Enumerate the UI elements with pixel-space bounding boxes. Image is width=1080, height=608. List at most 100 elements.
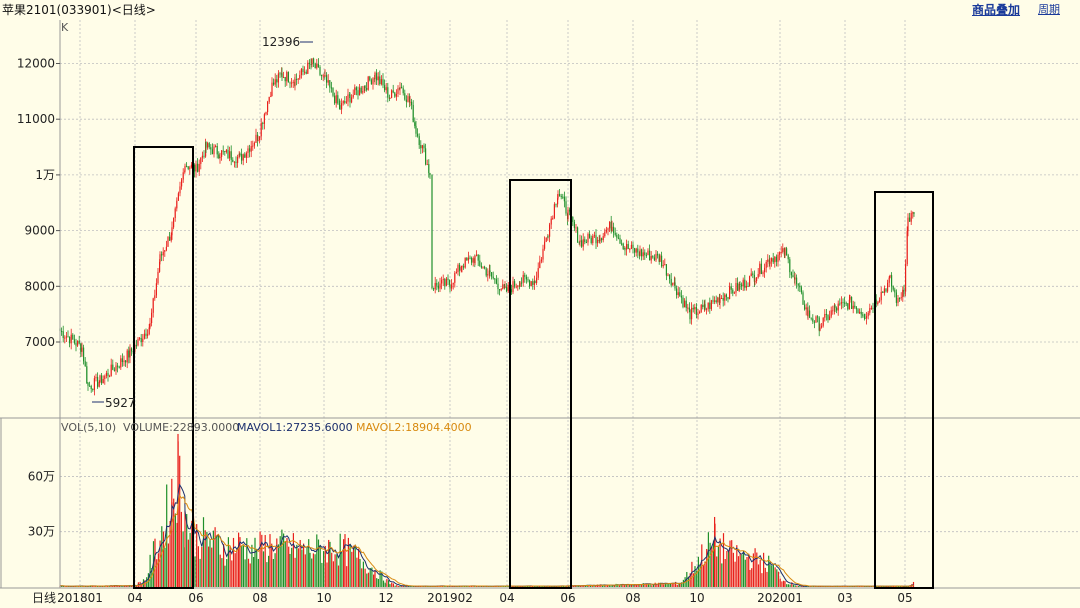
candle-body bbox=[557, 193, 559, 199]
volume-bar bbox=[681, 582, 683, 587]
volume-bar bbox=[627, 584, 629, 587]
candle-body bbox=[727, 297, 729, 300]
volume-bar bbox=[576, 586, 578, 587]
volume-bar bbox=[288, 546, 290, 587]
volume-bar bbox=[206, 531, 208, 587]
candle-body bbox=[99, 375, 101, 383]
candle-body bbox=[208, 143, 210, 148]
candle-body bbox=[810, 317, 812, 319]
candle-body bbox=[472, 258, 474, 263]
volume-bar bbox=[761, 573, 763, 587]
volume-bar bbox=[452, 586, 454, 587]
volume-bar bbox=[736, 545, 738, 587]
volume-bar bbox=[486, 586, 488, 587]
volume-bar bbox=[744, 559, 746, 587]
volume-bar bbox=[223, 544, 225, 587]
candle-body bbox=[374, 72, 376, 79]
candle-body bbox=[385, 87, 387, 91]
volume-bar bbox=[164, 547, 166, 587]
candle-body bbox=[507, 285, 509, 292]
candle-body bbox=[421, 145, 423, 149]
candle-body bbox=[113, 369, 115, 371]
candle-body bbox=[305, 71, 307, 74]
candle-body bbox=[482, 266, 484, 268]
candle-body bbox=[866, 316, 868, 319]
volume-bar bbox=[776, 569, 778, 587]
axes: 12000 11000 1万 9000 8000 7000 60万 30万 201801 04 06… bbox=[0, 20, 1080, 605]
candle-body bbox=[380, 79, 382, 85]
time-tick-label: 05 bbox=[897, 591, 912, 605]
candle-body bbox=[151, 312, 153, 324]
volume-bar bbox=[212, 530, 214, 587]
candle-body bbox=[732, 289, 734, 294]
volume-bar bbox=[624, 585, 626, 587]
candle-body bbox=[742, 279, 744, 287]
volume-bar bbox=[96, 586, 98, 587]
candle-body bbox=[630, 244, 632, 249]
candle-body bbox=[459, 264, 461, 271]
volume-bar bbox=[308, 539, 310, 587]
candle-body bbox=[335, 95, 337, 104]
time-tick-label: 06 bbox=[560, 591, 575, 605]
candle-body bbox=[420, 144, 422, 149]
candle-body bbox=[833, 305, 835, 311]
candle-body bbox=[506, 286, 508, 292]
volume-bar bbox=[274, 553, 276, 587]
volume-bar bbox=[284, 541, 286, 587]
volume-bar bbox=[103, 586, 105, 587]
volume-bar bbox=[721, 563, 723, 587]
candle-body bbox=[341, 103, 343, 110]
candle-body bbox=[632, 244, 634, 249]
volume-bar bbox=[746, 556, 748, 587]
candle-body bbox=[869, 308, 871, 313]
candle-body bbox=[804, 304, 806, 310]
candle-body bbox=[830, 310, 832, 317]
volume-bar bbox=[236, 548, 238, 587]
candle-body bbox=[560, 196, 562, 198]
volume-bar bbox=[664, 583, 666, 587]
volume-bar bbox=[784, 581, 786, 587]
candle-body bbox=[619, 238, 621, 244]
volume-bar bbox=[214, 527, 216, 587]
volume-bar bbox=[428, 586, 430, 587]
volume-bar bbox=[268, 555, 270, 587]
candle-body bbox=[724, 294, 726, 301]
candle-body bbox=[164, 250, 166, 252]
candle-body bbox=[730, 286, 732, 290]
candle-body bbox=[173, 217, 175, 228]
candle-body bbox=[349, 94, 351, 103]
time-tick-label: 10 bbox=[316, 591, 331, 605]
overlay-button[interactable]: 商品叠加 bbox=[972, 3, 1021, 17]
candle-body bbox=[702, 305, 704, 308]
candle-body bbox=[284, 77, 286, 82]
volume-bar bbox=[734, 561, 736, 587]
candle-body bbox=[864, 317, 866, 319]
period-button[interactable]: 周期 bbox=[1038, 3, 1060, 16]
candle-body bbox=[283, 77, 285, 79]
candle-body bbox=[123, 360, 125, 363]
candle-body bbox=[760, 263, 762, 274]
candle-body bbox=[140, 337, 142, 343]
candle-body bbox=[221, 150, 223, 157]
volume-bar bbox=[296, 544, 298, 587]
candle-body bbox=[762, 272, 764, 274]
candle-body bbox=[725, 294, 727, 298]
candle-body bbox=[460, 267, 462, 271]
candle-body bbox=[885, 288, 887, 292]
volume-bar bbox=[180, 511, 182, 587]
candle-body bbox=[589, 234, 591, 238]
volume-bar bbox=[508, 586, 510, 587]
volume-bar bbox=[732, 552, 734, 587]
volume-bar bbox=[309, 552, 311, 587]
volume-bar bbox=[518, 586, 520, 587]
volume-bar bbox=[347, 537, 349, 587]
candle-body bbox=[366, 88, 368, 90]
candle-body bbox=[676, 288, 678, 296]
candle-body bbox=[167, 236, 169, 247]
candle-body bbox=[480, 265, 482, 268]
candle-body bbox=[235, 161, 237, 163]
candle-body bbox=[227, 149, 229, 159]
candle-body bbox=[260, 122, 262, 137]
candle-body bbox=[852, 305, 854, 309]
candle-body bbox=[849, 296, 851, 300]
